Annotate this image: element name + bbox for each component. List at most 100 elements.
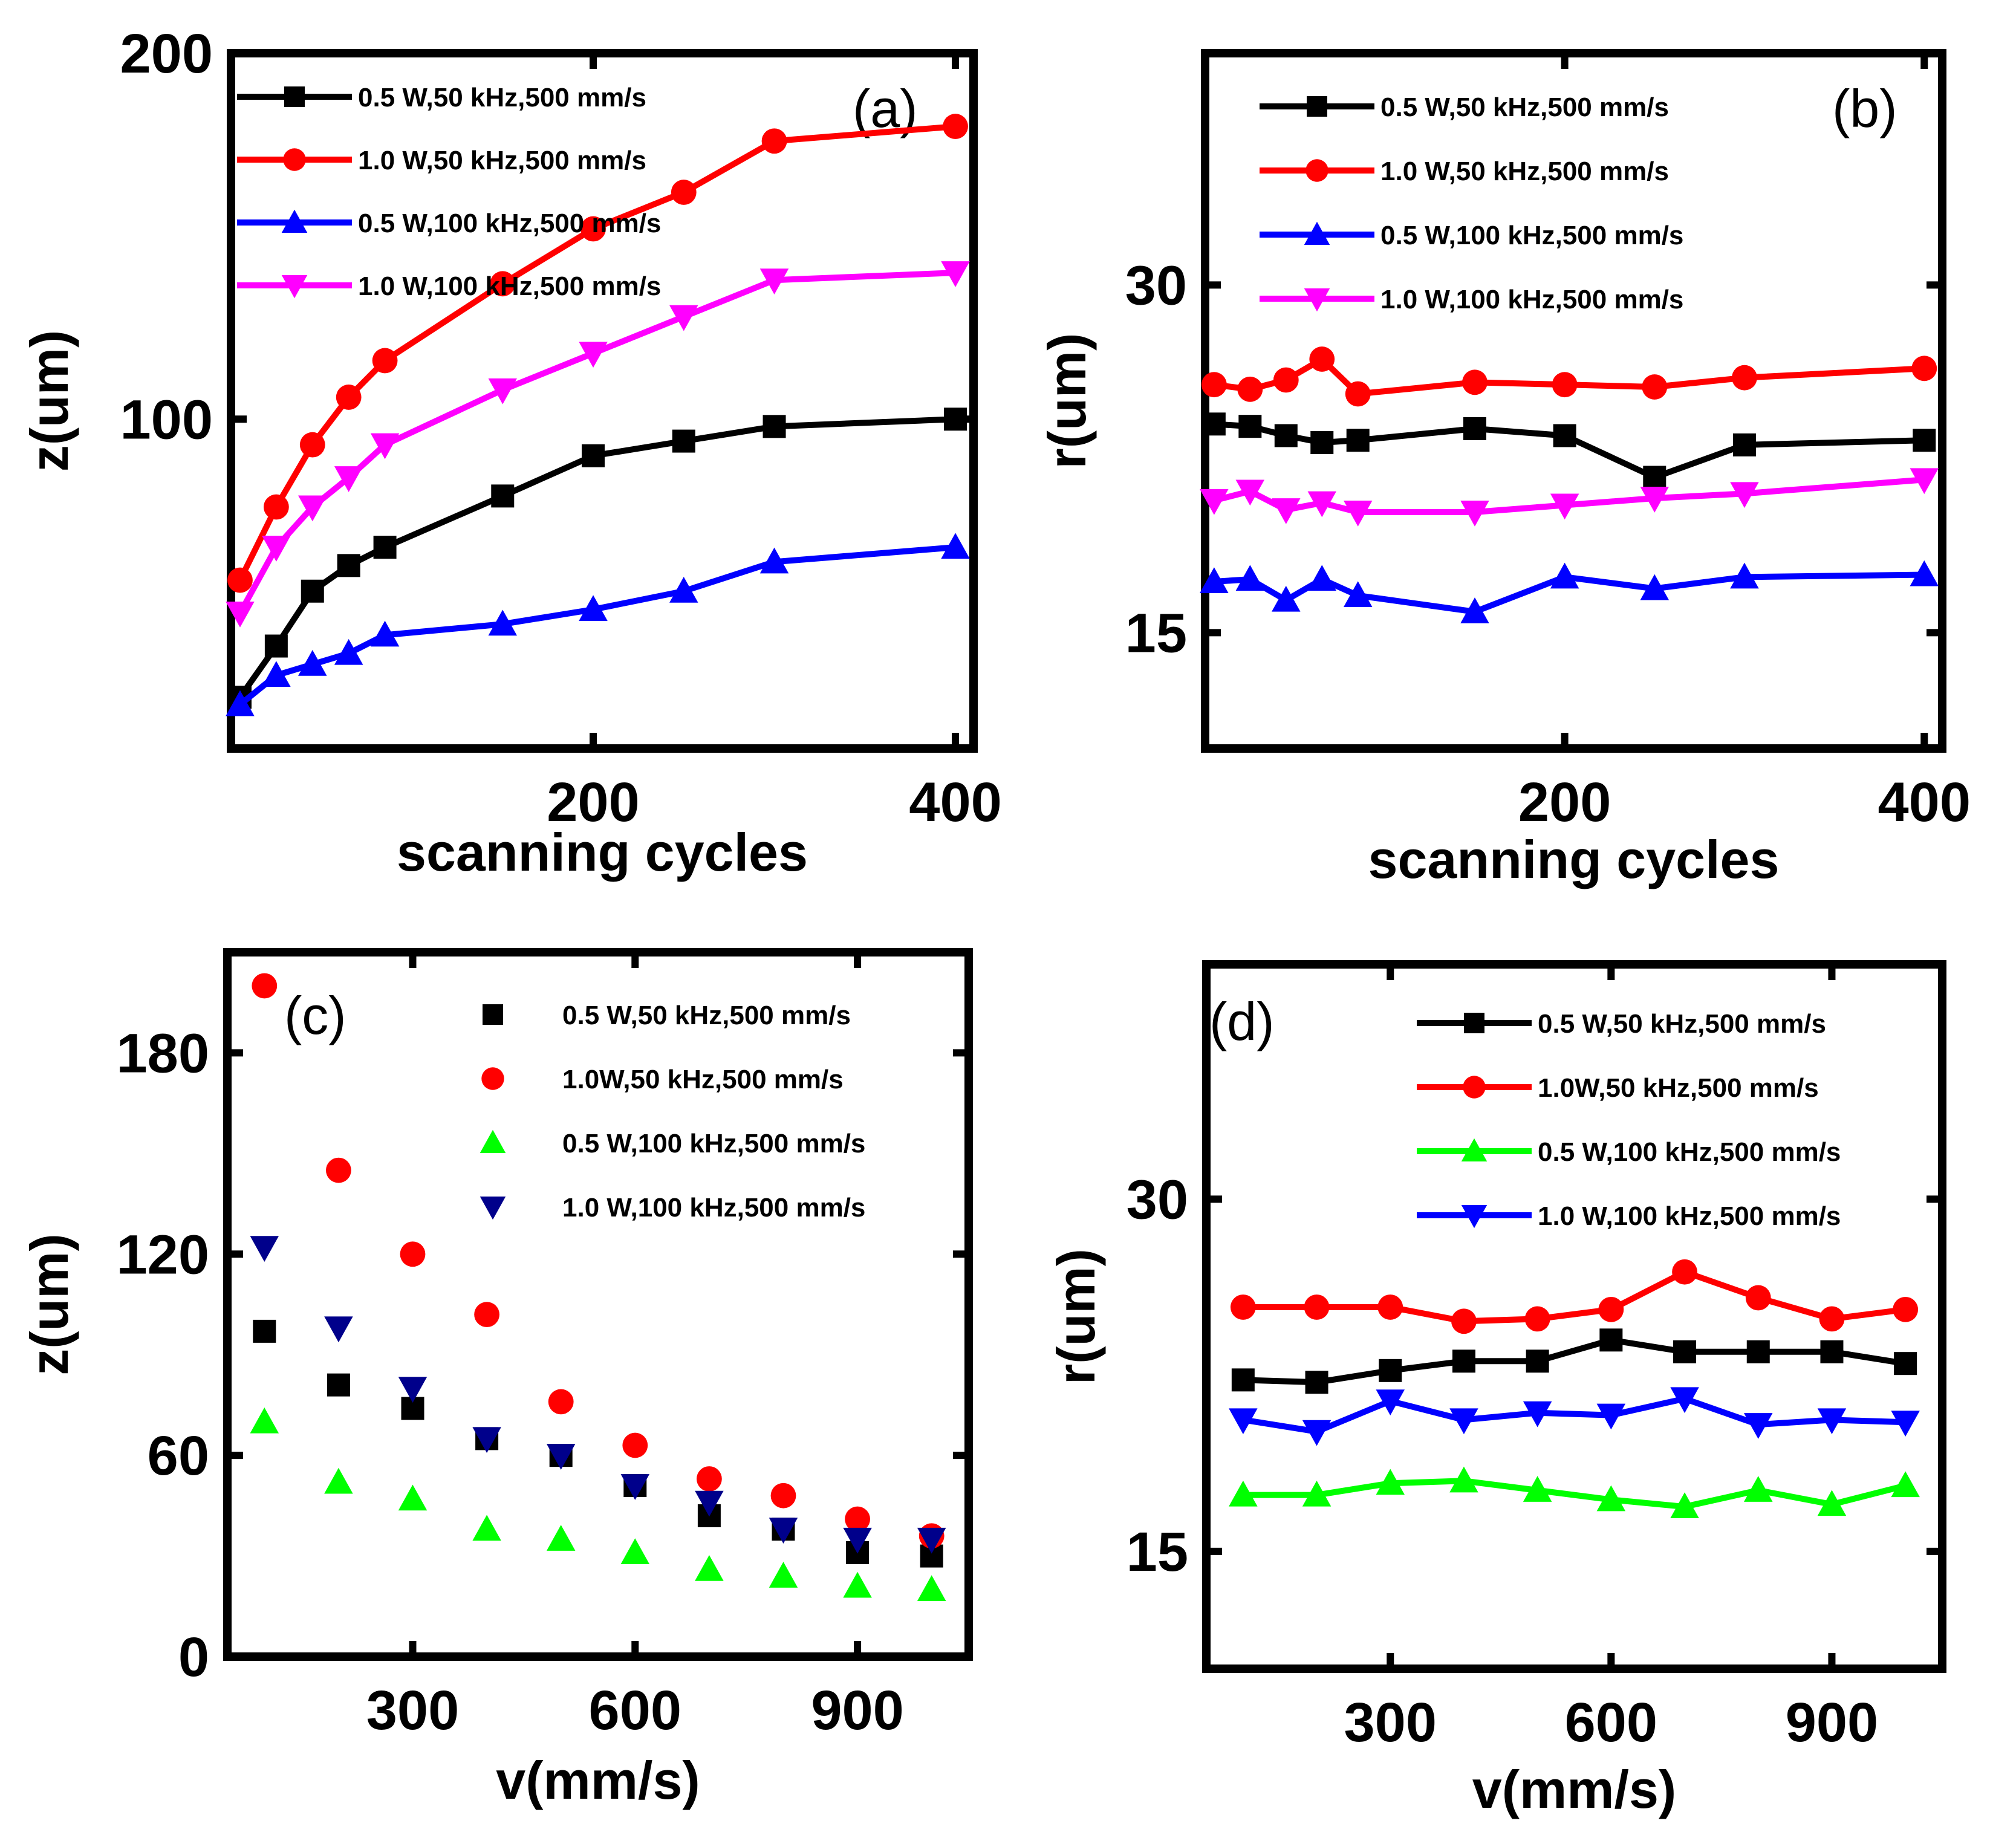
series-line [237,123,956,582]
legend-entry-1: 0.5 W,50 kHz,500 mm/s [1260,93,1669,122]
data-point [334,466,363,492]
data-point [761,128,787,154]
series-line [1243,1478,1907,1510]
chart-panel-3: 300 600 900 0 60 120 180 v(mm/s) z(um) (c) 0.5 W,5… [19,948,973,1810]
data-point [672,429,695,453]
data-point [1309,346,1335,372]
series-line [237,270,956,615]
legend-label: 0.5 W,100 kHz,500 mm/s [1538,1137,1841,1167]
data-point [1598,1296,1624,1322]
legend-marker [1461,1138,1488,1161]
data-point [1462,369,1488,395]
data-point [264,634,288,658]
legend-marker [283,148,306,171]
legend-marker [1307,96,1327,117]
data-point [1640,487,1670,513]
legend-label: 0.5 W,100 kHz,500 mm/s [1380,221,1683,250]
series-1 [228,408,967,709]
y-tick-label: 15 [1127,1521,1188,1583]
y-axis-label: r(um) [1037,333,1097,469]
y-tick-label: 30 [1127,1169,1188,1230]
series-1 [253,1319,943,1568]
data-point [1913,429,1936,452]
data-point [695,1490,724,1517]
data-point [697,1466,722,1492]
data-point [252,973,278,999]
data-point [1526,1349,1549,1373]
data-point [1346,429,1370,452]
x-tick-label: 400 [1878,771,1971,833]
data-point [370,620,400,647]
data-point [1820,1340,1844,1363]
data-point [759,268,789,295]
legend-entry-2: 1.0 W,50 kHz,500 mm/s [1260,157,1669,186]
data-point [336,385,362,410]
legend-label: 1.0 W,100 kHz,500 mm/s [1380,285,1683,314]
series-3 [1200,560,1939,623]
legend-entry-1: 0.5 W,50 kHz,500 mm/s [483,1001,851,1030]
series-line [1243,1337,1906,1386]
x-axis-label: scanning cycles [397,822,808,882]
data-point [474,1302,499,1328]
data-point [1345,381,1371,407]
data-point [1553,424,1576,447]
data-point [1274,424,1298,447]
data-point [1642,374,1668,400]
y-axis-label: z(um) [19,330,79,472]
data-point [301,579,324,603]
data-point [1819,1306,1845,1332]
y-tick-label: 120 [117,1224,210,1285]
legend-label: 1.0 W,100 kHz,500 mm/s [562,1193,865,1223]
data-point [1910,468,1939,495]
data-point [1894,1352,1917,1375]
data-point [579,342,608,368]
legend-marker [284,86,305,107]
data-point [1891,1471,1920,1498]
legend-label: 1.0 W,50 kHz,500 mm/s [1380,157,1669,186]
series-4 [1229,1387,1920,1446]
data-point [941,533,970,559]
data-point [1229,1480,1258,1507]
data-point [1746,1340,1770,1363]
legend-marker [1304,221,1330,245]
legend-entry-1: 0.5 W,50 kHz,500 mm/s [237,83,646,112]
legend-label: 1.0W,50 kHz,500 mm/s [1538,1073,1819,1103]
x-axis-label: v(mm/s) [496,1750,700,1810]
data-point [298,650,327,676]
data-point [1523,1401,1552,1427]
data-point [1376,1389,1405,1416]
x-tick-label: 400 [909,771,1002,833]
data-point [490,271,516,297]
legend-label: 1.0 W,100 kHz,500 mm/s [1538,1201,1841,1231]
data-point [1307,565,1337,591]
data-point [1451,1308,1477,1334]
x-tick-label: 600 [589,1680,682,1741]
y-tick-label: 0 [178,1626,209,1688]
y-tick-label: 30 [1125,255,1187,316]
data-point [759,547,789,574]
x-tick-label: 200 [547,771,640,833]
data-point [1200,567,1229,593]
data-point [1732,433,1756,456]
data-point [1307,491,1337,518]
legend-label: 0.5 W,100 kHz,500 mm/s [358,209,661,238]
chart-panel-2: 200 400 15 30 scanning cycles r(um) (b) 0.5 W,5… [1037,49,1971,889]
series-3 [226,533,970,716]
data-point [1817,1490,1847,1516]
data-point [769,1562,798,1588]
data-point [763,415,786,438]
panel-label: (b) [1832,79,1897,138]
legend-marker [1461,1205,1488,1229]
data-point [1304,1294,1330,1320]
y-tick-label: 180 [117,1022,210,1084]
data-point [398,1377,428,1403]
data-point [263,494,289,520]
legend-entry-2: 1.0 W,50 kHz,500 mm/s [237,146,646,175]
data-point [400,1241,426,1267]
data-point [327,1373,350,1397]
data-point [1550,493,1579,520]
data-point [1745,1285,1771,1311]
data-point [226,602,255,628]
data-point [1670,1387,1699,1414]
